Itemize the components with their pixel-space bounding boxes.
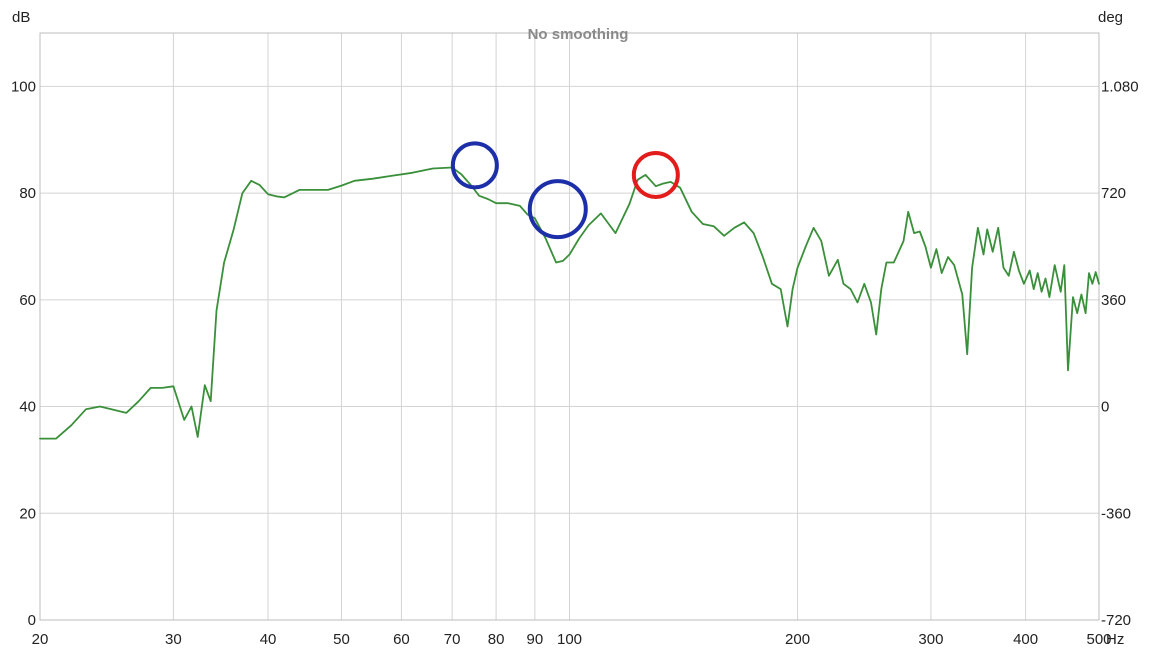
x-tick-label: 60	[393, 631, 410, 648]
y2-tick-label: 720	[1101, 185, 1126, 202]
y2-tick-label: -720	[1101, 612, 1131, 629]
annotation-circle	[527, 179, 588, 240]
chart-title: No smoothing	[528, 26, 629, 43]
y2-tick-label: 360	[1101, 292, 1126, 309]
x-gridlines	[39, 33, 1100, 620]
y2-tick-labels: -720 -360 0 360 720 1.080	[1101, 78, 1139, 629]
y-tick-label: 80	[19, 185, 36, 202]
y2-tick-label: 1.080	[1101, 78, 1139, 95]
x-tick-label: 20	[32, 631, 49, 648]
x-tick-label: 70	[444, 631, 461, 648]
x-tick-label: 90	[526, 631, 543, 648]
y2-axis-unit-label: deg	[1098, 9, 1123, 26]
y-tick-label: 40	[19, 399, 36, 416]
x-axis-unit-label: Hz	[1106, 631, 1124, 648]
x-tick-label: 200	[785, 631, 810, 648]
y-tick-label: 0	[28, 612, 36, 629]
y-tick-labels: 0 20 40 60 80 100	[11, 78, 36, 629]
series-line	[39, 166, 1100, 440]
plot-frame	[39, 32, 1100, 621]
annotation-circle	[631, 150, 680, 199]
x-tick-label: 100	[557, 631, 582, 648]
x-tick-label: 400	[1013, 631, 1038, 648]
y-tick-label: 20	[19, 505, 36, 522]
x-tick-label: 300	[918, 631, 943, 648]
y-tick-label: 60	[19, 292, 36, 309]
y-axis-unit-label: dB	[12, 9, 30, 26]
y-tick-label: 100	[11, 78, 36, 95]
y2-tick-label: -360	[1101, 505, 1131, 522]
y2-tick-label: 0	[1101, 399, 1109, 416]
x-tick-label: 50	[333, 631, 350, 648]
x-tick-label: 500	[1086, 631, 1111, 648]
annotation-layer	[450, 141, 680, 240]
series-layer	[39, 166, 1100, 440]
x-tick-labels: 20 30 40 50 60 70 80 90 100 200 300 400 500	[32, 631, 1112, 648]
annotation-circle	[450, 141, 499, 190]
x-tick-label: 80	[488, 631, 505, 648]
x-tick-label: 30	[165, 631, 182, 648]
x-tick-label: 40	[260, 631, 277, 648]
